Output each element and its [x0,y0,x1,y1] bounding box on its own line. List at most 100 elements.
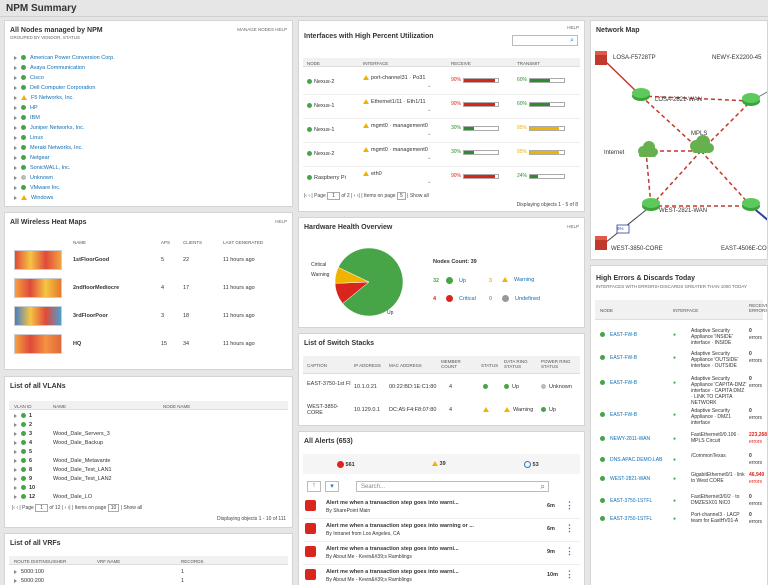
search-icon[interactable]: ⌕ [570,37,574,44]
node-tree-item[interactable]: Windows [14,195,53,201]
node-tree-item[interactable]: Meraki Networks, Inc. [14,145,83,151]
more-options-icon[interactable]: ⋮ [565,523,574,533]
expand-icon[interactable] [14,125,17,130]
expand-icon[interactable] [14,458,17,463]
pie-slice-up[interactable] [337,247,404,317]
expand-icon[interactable] [14,105,17,110]
error-interface[interactable]: FastEthernet0/0.106 · MPLS Circuit [691,432,740,444]
heat-map-thumbnail[interactable] [14,334,62,354]
expand-icon[interactable] [14,485,17,490]
interfaces-search-input[interactable]: ⌕ [512,35,578,46]
error-node[interactable]: EAST-FW-B [600,380,637,386]
sort-up-button[interactable]: ↑ [307,481,321,492]
stack-caption[interactable]: WEST-3850-CORE [307,404,339,416]
error-interface[interactable]: Adaptive Security Appliance 'INSIDE' int… [691,328,733,346]
error-interface[interactable]: Port-channel3 · LACP team for EastHV01-A [691,512,740,524]
interfaces-help[interactable]: Help [567,25,579,30]
alerts-info-count[interactable]: 53 [524,461,539,468]
error-interface[interactable]: Adaptive Security Appliance · DMZ1 inter… [691,408,732,426]
stack-caption[interactable]: EAST-3750-1st FI [307,381,351,387]
vlan-row[interactable]: 4 [14,440,32,446]
expand-icon[interactable] [14,75,17,80]
alert-title[interactable]: Alert me when a transaction step goes in… [326,569,459,575]
heat-map-name[interactable]: HQ [73,341,82,347]
chevron-down-icon[interactable]: ⌄ [427,107,432,113]
legend-item[interactable]: Undefined [502,295,540,302]
pie-slice-warning[interactable] [334,267,370,284]
vlan-row[interactable]: 6 [14,458,32,464]
node-tree-item[interactable]: IBM [14,115,40,121]
interfaces-pager[interactable]: |‹ ‹ | Page 1 of 2 | › ›| | Items on pag… [304,192,429,200]
error-node[interactable]: EAST-FW-B [600,355,637,361]
vlan-row[interactable]: 3 [14,431,32,437]
network-map-canvas[interactable] [591,21,768,260]
alert-title[interactable]: Alert me when a transaction step goes in… [326,546,459,552]
interface-node[interactable]: Nexus-2 [307,79,334,85]
error-interface[interactable]: Adaptive Security Appliance 'OUTSIDE' in… [691,351,739,369]
error-interface[interactable]: FastEthernet3/0/2 · to DMZESX01 NIC0 [691,494,740,506]
expand-icon[interactable] [14,422,17,427]
heat-map-name[interactable]: 2ndfloorMediocre [73,285,120,291]
error-node[interactable]: EAST-FW-B [600,332,637,338]
heat-map-name[interactable]: 3rdFloorPoor [73,313,108,319]
heat-map-thumbnail[interactable] [14,306,62,326]
error-node[interactable]: DNS.APAC.DEMO.LAB [600,457,662,463]
node-tree-item[interactable]: Linux [14,135,43,141]
expand-icon[interactable] [14,135,17,140]
vlan-row[interactable]: 5 [14,449,32,455]
more-options-icon[interactable]: ⋮ [565,546,574,556]
vlan-row[interactable]: 12 [14,494,35,500]
alert-source[interactable]: By About Me - Kevin&#39;s Ramblings [326,554,412,560]
alerts-critical-count[interactable]: 561 [337,461,355,468]
node-tree-item[interactable]: HP [14,105,38,111]
error-node[interactable]: EAST-3750-1STFL [600,516,652,522]
interface-name[interactable]: mgmt0 · management0 [363,123,428,129]
sort-down-button[interactable]: ▾ [325,481,339,492]
expand-icon[interactable] [14,115,17,120]
interface-node[interactable]: Nexus-1 [307,127,334,133]
interface-node[interactable]: Raspberry Pi [307,175,346,181]
expand-icon[interactable] [14,145,17,150]
chevron-down-icon[interactable]: ⌄ [427,131,432,137]
manage-nodes-help-links[interactable]: Manage Nodes Help [237,27,287,32]
node-tree-item[interactable]: Dell Computer Corporation [14,85,95,91]
heat-map-name[interactable]: 1stFloorGood [73,257,110,263]
node-tree-item[interactable]: F5 Networks, Inc. [14,95,74,101]
vlan-row[interactable]: 1 [14,413,32,419]
error-interface[interactable]: /CommonTexas [691,453,726,459]
node-tree-item[interactable]: Netgear [14,155,50,161]
alerts-warning-count[interactable]: 39 [432,461,446,467]
error-interface[interactable]: Adaptive Security Appliance 'CAPITA-DMZ'… [691,376,747,406]
node-tree-item[interactable]: American Power Conversion Corp. [14,55,115,61]
vlan-row[interactable]: 2 [14,422,32,428]
error-node[interactable]: WEST-2821-WAN [600,476,650,482]
error-interface[interactable]: GigabitEthernet0/1 · link to West CORE [691,472,745,484]
expand-icon[interactable] [14,476,17,481]
expand-icon[interactable] [14,195,17,200]
interface-name[interactable]: mgmt0 · management0 [363,147,428,153]
expand-icon[interactable] [14,65,17,70]
legend-item[interactable]: Warning [502,277,534,283]
interface-name[interactable]: eth0 [363,171,382,177]
node-tree-item[interactable]: SonicWALL, Inc. [14,165,70,171]
expand-icon[interactable] [14,175,17,180]
vlan-row[interactable]: 8 [14,467,32,473]
alert-source[interactable]: By SharePoint Main [326,508,371,514]
node-tree-item[interactable]: Unknown [14,175,53,181]
chevron-down-icon[interactable]: ⌄ [427,155,432,161]
heat-map-thumbnail[interactable] [14,250,62,270]
expand-icon[interactable] [14,155,17,160]
legend-item[interactable]: Critical [446,295,476,302]
chevron-down-icon[interactable]: ⌄ [427,83,432,89]
vlan-row[interactable]: 9 [14,476,32,482]
interface-name[interactable]: port-channel31 · Po31 [363,75,425,81]
heat-map-thumbnail[interactable] [14,278,62,298]
expand-icon[interactable] [14,85,17,90]
legend-item[interactable]: Up [446,277,466,284]
expand-icon[interactable] [14,494,17,499]
expand-icon[interactable] [14,449,17,454]
more-options-icon[interactable]: ⋮ [565,569,574,579]
alert-source[interactable]: By Intranet from Los Angeles, CA [326,531,400,537]
interface-name[interactable]: Ethernet1/11 · Eth1/11 [363,99,426,105]
node-tree-item[interactable]: VMware Inc. [14,185,61,191]
